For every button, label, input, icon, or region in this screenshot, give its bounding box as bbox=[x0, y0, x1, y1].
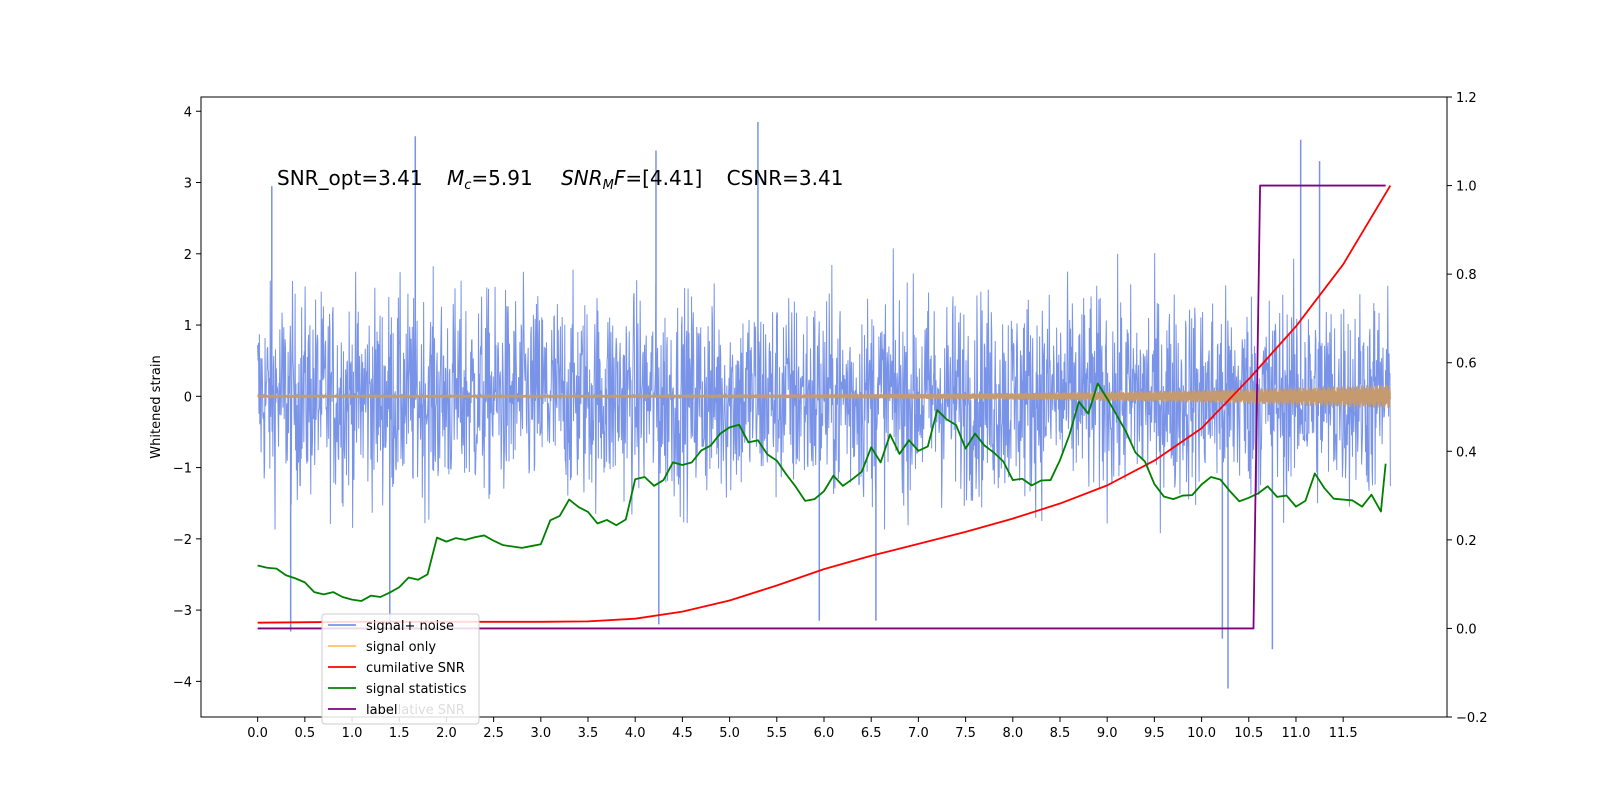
x-tick-label: 8.5 bbox=[1050, 726, 1071, 741]
y-axis-left: 4 3 2 1 0 −1 −2 −3 −4 bbox=[173, 105, 201, 690]
series-signal-noise bbox=[257, 248, 1391, 534]
annotation-csnr: CSNR=3.41 bbox=[727, 166, 844, 190]
annotation-snr-opt: SNR_opt=3.41 bbox=[277, 166, 423, 190]
x-tick-label: 11.0 bbox=[1281, 726, 1310, 741]
x-tick-label: 3.0 bbox=[530, 726, 551, 741]
y2-tick-label: 1.0 bbox=[1456, 180, 1477, 195]
series-cumilative-snr bbox=[257, 185, 1392, 624]
y2-tick-label: 0.6 bbox=[1456, 357, 1477, 372]
x-tick-label: 7.0 bbox=[908, 726, 929, 741]
x-tick-label: 4.5 bbox=[672, 726, 693, 741]
annotation-snrmf-value: =[4.41] bbox=[625, 166, 702, 190]
x-tick-label: 9.5 bbox=[1144, 726, 1165, 741]
series-signal-statistics bbox=[257, 382, 1387, 602]
annotation-text: SNR_opt=3.41 Mc=5.91 SNRMF=[4.41] CSNR=3… bbox=[277, 166, 843, 193]
y-tick-label: −1 bbox=[173, 462, 192, 477]
x-tick-label: 5.0 bbox=[719, 726, 740, 741]
series-signal-only bbox=[257, 384, 1391, 409]
y-tick-label: 4 bbox=[184, 105, 192, 120]
x-axis: 0.0 0.5 1.0 1.5 2.0 2.5 3.0 3.5 4.0 4.5 5.0 5.5 6.0 6… bbox=[247, 717, 1358, 741]
x-tick-label: 11.5 bbox=[1329, 726, 1358, 741]
x-tick-label: 4.0 bbox=[625, 726, 646, 741]
series-label bbox=[257, 184, 1386, 630]
legend-box bbox=[321, 613, 480, 725]
series-layer bbox=[257, 121, 1392, 689]
x-tick-label: 1.0 bbox=[342, 726, 363, 741]
y2-tick-label: 0.2 bbox=[1456, 534, 1477, 549]
x-tick-label: 6.5 bbox=[861, 726, 882, 741]
annotation-snrmf-f: F bbox=[614, 166, 626, 190]
y-axis-right: 1.2 1.0 0.8 0.6 0.4 0.2 0.0 −0.2 bbox=[1447, 91, 1488, 726]
annotation-snrmf-symbol: SNR bbox=[561, 166, 603, 190]
x-tick-label: 9.0 bbox=[1097, 726, 1118, 741]
y-tick-label: −2 bbox=[173, 533, 192, 548]
x-tick-label: 7.5 bbox=[955, 726, 976, 741]
y-tick-label: 3 bbox=[184, 177, 192, 192]
annotation-mc-symbol: M bbox=[447, 166, 464, 190]
x-tick-label: 6.0 bbox=[814, 726, 835, 741]
legend-label-signal-noise: signal+ noise bbox=[366, 619, 454, 634]
y-tick-label: −3 bbox=[173, 604, 192, 619]
y-tick-label: 1 bbox=[184, 319, 192, 334]
x-tick-label: 10.5 bbox=[1234, 726, 1263, 741]
annotation-snrmf-sub: M bbox=[603, 178, 614, 193]
y2-tick-label: −0.2 bbox=[1456, 711, 1488, 726]
legend-label-signal-only: signal only bbox=[366, 640, 436, 655]
y2-tick-label: 0.8 bbox=[1456, 268, 1477, 283]
x-tick-label: 1.5 bbox=[389, 726, 410, 741]
x-tick-label: 10.0 bbox=[1187, 726, 1216, 741]
annotation-mc-sub: c bbox=[464, 178, 471, 193]
legend-ghost-text: cumilative SNR bbox=[366, 703, 465, 718]
y-tick-label: −4 bbox=[173, 675, 192, 690]
legend-label-cumilative-snr: cumilative SNR bbox=[366, 661, 465, 676]
legend: cumilative SNR signal+ noise signal only c… bbox=[321, 613, 480, 725]
y-tick-label: 2 bbox=[184, 248, 192, 263]
annotation-mc-value: =5.91 bbox=[471, 166, 532, 190]
legend-label-signal-statistics: signal statistics bbox=[366, 682, 467, 697]
y-tick-label: 0 bbox=[184, 390, 192, 405]
y-axis-label: Whitened strain bbox=[149, 355, 164, 458]
x-tick-label: 0.5 bbox=[294, 726, 315, 741]
y2-tick-label: 1.2 bbox=[1456, 91, 1477, 106]
x-tick-label: 5.5 bbox=[766, 726, 787, 741]
x-tick-label: 2.0 bbox=[436, 726, 457, 741]
y2-tick-label: 0.0 bbox=[1456, 622, 1477, 637]
x-tick-label: 3.5 bbox=[578, 726, 599, 741]
y2-tick-label: 0.4 bbox=[1456, 445, 1477, 460]
x-tick-label: 0.0 bbox=[247, 726, 268, 741]
x-tick-label: 2.5 bbox=[483, 726, 504, 741]
x-tick-label: 8.0 bbox=[1002, 726, 1023, 741]
legend-label-label: label bbox=[366, 703, 397, 718]
